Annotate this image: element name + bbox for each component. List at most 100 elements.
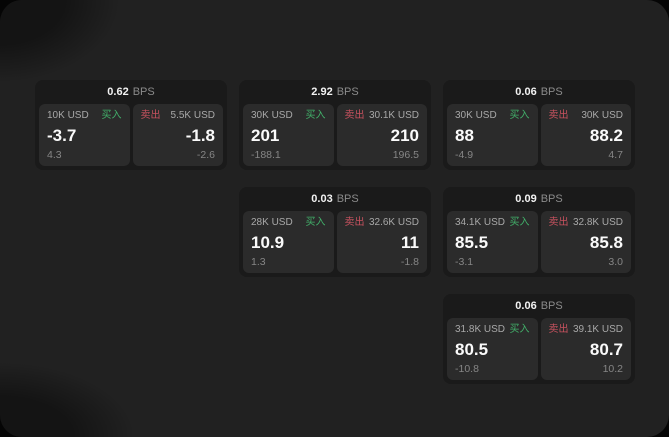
sell-amount: 39.1K USD (572, 324, 623, 335)
buy-panel[interactable]: 30K USD 买入 201 -188.1 (243, 104, 334, 166)
sell-price: 88.2 (589, 125, 623, 145)
buy-panel[interactable]: 34.1K USD 买入 85.5 -3.1 (447, 211, 538, 273)
sell-panel[interactable]: 卖出 30.1K USD 210 196.5 (336, 104, 427, 166)
card-header: 0.06 BPS (443, 80, 635, 104)
bps-unit-label: BPS (540, 192, 563, 205)
sell-panel[interactable]: 卖出 32.6K USD 11 -1.8 (336, 211, 427, 273)
sell-label: 卖出 (548, 110, 569, 121)
bps-unit-label: BPS (336, 192, 359, 205)
buy-label: 买入 (509, 217, 530, 228)
buy-panel-top: 34.1K USD 买入 (455, 218, 530, 228)
sell-amount: 32.8K USD (572, 217, 623, 228)
buy-amount: 34.1K USD (455, 217, 506, 228)
bps-value: 0.09 (515, 192, 537, 205)
sell-panel-top: 卖出 32.8K USD (549, 218, 624, 228)
sell-price: 11 (401, 232, 419, 252)
quote-card-3: 0.06 BPS 30K USD 买入 88 -4.9 卖出 30K USD (443, 80, 635, 170)
buy-price: 88 (455, 125, 474, 145)
sell-panel[interactable]: 卖出 30K USD 88.2 4.7 (540, 104, 631, 166)
buy-amount: 10K USD (47, 110, 89, 121)
buy-price: 201 (251, 125, 280, 145)
buy-price: 85.5 (455, 232, 489, 252)
sell-label: 卖出 (344, 110, 365, 121)
bps-unit-label: BPS (540, 299, 563, 312)
sell-panel[interactable]: 卖出 32.8K USD 85.8 3.0 (540, 211, 631, 273)
buy-panel[interactable]: 31.8K USD 买入 80.5 -10.8 (447, 318, 538, 380)
quote-card-1: 0.62 BPS 10K USD 买入 -3.7 4.3 卖出 5.5K USD (35, 80, 227, 170)
buy-amount: 31.8K USD (455, 324, 506, 335)
buy-amount: 30K USD (251, 110, 293, 121)
quote-card-2: 2.92 BPS 30K USD 买入 201 -188.1 卖出 30.1K … (239, 80, 431, 170)
buy-amount: 28K USD (251, 217, 293, 228)
sell-panel-top: 卖出 30.1K USD (345, 111, 420, 121)
buy-panel-top: 31.8K USD 买入 (455, 325, 530, 335)
sell-panel-top: 卖出 30K USD (549, 111, 624, 121)
buy-label: 买入 (305, 217, 326, 228)
buy-panel-top: 28K USD 买入 (251, 218, 326, 228)
card-header: 0.09 BPS (443, 187, 635, 211)
buy-label: 买入 (509, 110, 530, 121)
bps-value: 0.06 (515, 299, 537, 312)
bps-unit-label: BPS (132, 85, 155, 98)
quote-card-4: 0.03 BPS 28K USD 买入 10.9 1.3 卖出 32.6K US… (239, 187, 431, 277)
buy-panel[interactable]: 28K USD 买入 10.9 1.3 (243, 211, 334, 273)
bps-value: 0.62 (107, 85, 129, 98)
sell-amount: 30K USD (581, 110, 623, 121)
sell-panel-top: 卖出 39.1K USD (549, 325, 624, 335)
sell-panel-top: 卖出 5.5K USD (141, 111, 216, 121)
sell-label: 卖出 (344, 217, 365, 228)
buy-label: 买入 (101, 110, 122, 121)
buy-delta: 1.3 (251, 255, 266, 268)
sell-delta: 4.7 (608, 148, 623, 161)
quote-card-5: 0.09 BPS 34.1K USD 买入 85.5 -3.1 卖出 32.8K… (443, 187, 635, 277)
card-header: 0.06 BPS (443, 294, 635, 318)
buy-panel-top: 30K USD 买入 (455, 111, 530, 121)
sell-amount: 5.5K USD (170, 110, 215, 121)
sell-price: 80.7 (589, 339, 623, 359)
sell-amount: 32.6K USD (368, 217, 419, 228)
sell-panel-top: 卖出 32.6K USD (345, 218, 420, 228)
bps-unit-label: BPS (540, 85, 563, 98)
buy-panel-top: 10K USD 买入 (47, 111, 122, 121)
buy-delta: 4.3 (47, 148, 62, 161)
card-header: 0.03 BPS (239, 187, 431, 211)
sell-label: 卖出 (548, 217, 569, 228)
buy-panel[interactable]: 10K USD 买入 -3.7 4.3 (39, 104, 130, 166)
bps-value: 0.03 (311, 192, 333, 205)
buy-delta: -4.9 (455, 148, 474, 161)
quote-card-grid: 0.62 BPS 10K USD 买入 -3.7 4.3 卖出 5.5K USD (35, 80, 635, 384)
quote-panels: 31.8K USD 买入 80.5 -10.8 卖出 39.1K USD 80.… (443, 318, 635, 384)
quote-panels: 28K USD 买入 10.9 1.3 卖出 32.6K USD 11 -1.8 (239, 211, 431, 277)
buy-amount: 30K USD (455, 110, 497, 121)
sell-label: 卖出 (548, 324, 569, 335)
sell-panel[interactable]: 卖出 5.5K USD -1.8 -2.6 (132, 104, 223, 166)
quote-panels: 30K USD 买入 201 -188.1 卖出 30.1K USD 210 1… (239, 104, 431, 170)
sell-amount: 30.1K USD (368, 110, 419, 121)
buy-label: 买入 (305, 110, 326, 121)
sell-panel[interactable]: 卖出 39.1K USD 80.7 10.2 (540, 318, 631, 380)
card-header: 2.92 BPS (239, 80, 431, 104)
buy-label: 买入 (509, 324, 530, 335)
buy-delta: -3.1 (455, 255, 474, 268)
sell-delta: 196.5 (392, 148, 419, 161)
quote-panels: 30K USD 买入 88 -4.9 卖出 30K USD 88.2 4.7 (443, 104, 635, 170)
sell-delta: 3.0 (608, 255, 623, 268)
sell-price: -1.8 (185, 125, 215, 145)
buy-delta: -10.8 (455, 362, 479, 375)
sell-price: 210 (390, 125, 419, 145)
sell-delta: -1.8 (400, 255, 419, 268)
quote-card-6: 0.06 BPS 31.8K USD 买入 80.5 -10.8 卖出 39.1… (443, 294, 635, 384)
sell-label: 卖出 (140, 110, 161, 121)
buy-panel-top: 30K USD 买入 (251, 111, 326, 121)
sell-delta: -2.6 (196, 148, 215, 161)
sell-price: 85.8 (589, 232, 623, 252)
bps-value: 2.92 (311, 85, 333, 98)
buy-panel[interactable]: 30K USD 买入 88 -4.9 (447, 104, 538, 166)
buy-price: 10.9 (251, 232, 285, 252)
sell-delta: 10.2 (602, 362, 623, 375)
buy-price: 80.5 (455, 339, 489, 359)
quote-panels: 34.1K USD 买入 85.5 -3.1 卖出 32.8K USD 85.8… (443, 211, 635, 277)
buy-delta: -188.1 (251, 148, 281, 161)
bps-unit-label: BPS (336, 85, 359, 98)
